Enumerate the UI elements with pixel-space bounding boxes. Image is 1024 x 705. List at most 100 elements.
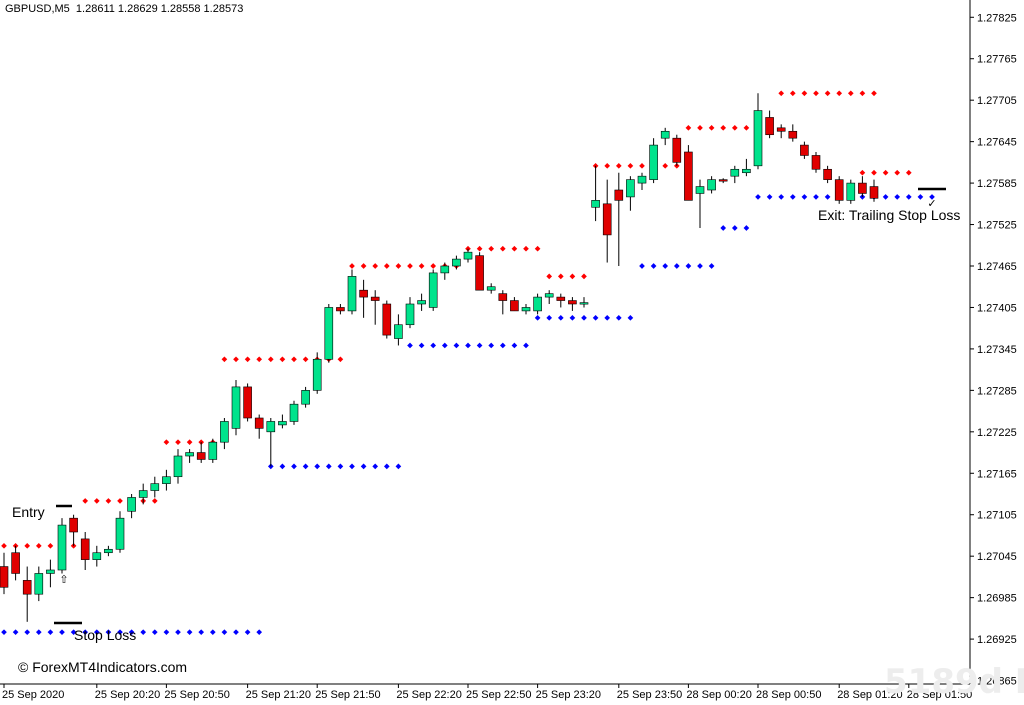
bull-candle bbox=[649, 144, 658, 180]
lower-dot bbox=[360, 463, 367, 470]
upper-dot bbox=[615, 162, 622, 169]
lower-dot bbox=[882, 194, 889, 200]
lower-dot bbox=[82, 629, 89, 636]
bull-candle bbox=[301, 390, 310, 405]
lower-dot bbox=[233, 629, 239, 636]
y-tick-label: 1.27825 bbox=[977, 12, 1017, 24]
bear-candle bbox=[765, 117, 774, 136]
bull-candle bbox=[208, 441, 218, 460]
y-tick-label: 1.27645 bbox=[977, 137, 1017, 149]
y-tick-label: 1.27345 bbox=[977, 344, 1017, 356]
upper-dot bbox=[430, 263, 437, 269]
bull-candle bbox=[486, 286, 496, 291]
y-tick-label: 1.27705 bbox=[977, 95, 1017, 107]
x-tick-label: 25 Sep 2020 bbox=[2, 689, 64, 701]
lower-dot bbox=[604, 314, 611, 321]
bull-candle bbox=[127, 497, 136, 512]
bear-candle bbox=[869, 186, 879, 199]
lower-dot bbox=[244, 629, 251, 636]
upper-dot bbox=[859, 90, 866, 97]
bear-candle bbox=[11, 552, 20, 574]
upper-dot bbox=[731, 124, 738, 131]
lower-dot bbox=[743, 225, 750, 231]
lower-dot bbox=[581, 314, 587, 321]
lower-dot bbox=[325, 463, 332, 470]
lower-dot bbox=[789, 194, 796, 200]
upper-dot bbox=[24, 542, 31, 549]
upper-dot bbox=[743, 124, 750, 131]
lower-dot bbox=[731, 225, 738, 231]
y-tick-label: 1.27585 bbox=[977, 178, 1017, 190]
lower-dot bbox=[151, 629, 158, 636]
bear-candle bbox=[602, 203, 612, 236]
y-tick-label: 1.27165 bbox=[977, 468, 1017, 480]
lower-dot bbox=[186, 629, 193, 636]
bull-candle bbox=[278, 421, 287, 426]
bear-candle bbox=[382, 303, 392, 336]
bear-candle bbox=[510, 300, 519, 312]
upper-dot bbox=[847, 90, 854, 97]
lower-dot bbox=[766, 194, 773, 200]
y-tick-label: 1.26985 bbox=[977, 593, 1017, 605]
lower-dot bbox=[12, 629, 19, 636]
bull-candle bbox=[521, 307, 531, 312]
bear-candle bbox=[359, 289, 368, 298]
upper-dot bbox=[511, 245, 518, 252]
bull-candle bbox=[394, 324, 403, 339]
bull-candle bbox=[707, 179, 716, 191]
bear-candle bbox=[672, 137, 682, 163]
bull-candle bbox=[695, 186, 705, 194]
upper-dot bbox=[163, 439, 170, 446]
lower-dot bbox=[140, 629, 147, 636]
y-tick-label: 1.27045 bbox=[977, 551, 1017, 563]
lower-dot bbox=[372, 463, 379, 470]
lower-dot bbox=[395, 463, 402, 470]
bull-candle bbox=[266, 421, 276, 433]
x-tick-label: 25 Sep 23:20 bbox=[536, 689, 601, 701]
lower-dot bbox=[592, 314, 599, 321]
x-tick-label: 28 Sep 01:50 bbox=[907, 689, 972, 701]
lower-dot bbox=[349, 463, 355, 470]
lower-dot bbox=[198, 629, 205, 636]
upper-dot bbox=[778, 90, 785, 97]
bear-candle bbox=[0, 566, 9, 588]
upper-dot bbox=[546, 273, 553, 280]
upper-dot bbox=[813, 90, 819, 97]
symbol-label: GBPUSD,M5 bbox=[5, 3, 70, 15]
bull-candle bbox=[231, 386, 241, 429]
x-tick-label: 25 Sep 20:50 bbox=[164, 689, 229, 701]
lower-dot bbox=[778, 194, 785, 200]
lower-dot bbox=[291, 463, 297, 470]
lower-dot bbox=[59, 629, 65, 636]
lower-dot bbox=[662, 263, 669, 269]
lower-dot bbox=[221, 629, 228, 636]
lower-dot bbox=[1, 629, 7, 636]
lower-dot bbox=[430, 342, 437, 349]
bull-candle bbox=[626, 179, 635, 198]
lower-stop-dots bbox=[1, 194, 935, 636]
bull-candle bbox=[115, 517, 125, 550]
upper-dot bbox=[534, 245, 541, 252]
lower-dot bbox=[407, 342, 413, 349]
lower-dot bbox=[534, 314, 541, 321]
upper-dot bbox=[569, 273, 576, 280]
bull-candle bbox=[312, 358, 322, 391]
upper-dot bbox=[882, 169, 889, 176]
bear-candle bbox=[684, 151, 693, 201]
bear-candle bbox=[556, 296, 566, 301]
bear-candle bbox=[196, 452, 206, 460]
upper-dot bbox=[499, 245, 506, 252]
upper-dot bbox=[82, 498, 89, 504]
upper-dot bbox=[708, 124, 715, 131]
upper-dot bbox=[117, 498, 123, 504]
lower-dot bbox=[894, 194, 901, 200]
bear-candle bbox=[336, 307, 345, 312]
upper-dot bbox=[302, 356, 309, 363]
bull-candle bbox=[185, 452, 194, 457]
bull-candle bbox=[753, 110, 763, 167]
lower-dot bbox=[917, 194, 924, 200]
upper-dot bbox=[186, 439, 193, 446]
upper-dot bbox=[349, 263, 355, 269]
